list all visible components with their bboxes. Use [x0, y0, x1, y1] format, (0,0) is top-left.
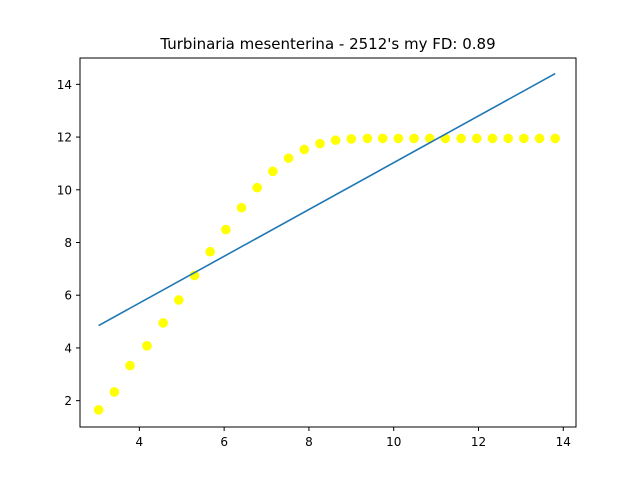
scatter-point — [377, 133, 388, 144]
y-tick-label: 10 — [57, 183, 72, 197]
x-tick-label: 12 — [471, 435, 486, 449]
scatter-point — [315, 138, 325, 149]
scatter-point — [268, 166, 278, 177]
scatter-point — [173, 295, 184, 305]
scatter-point — [221, 224, 231, 235]
y-tick-label: 12 — [57, 131, 72, 145]
x-tick-label: 10 — [386, 435, 401, 449]
fit-line — [98, 72, 556, 327]
scatter-point — [205, 246, 215, 257]
x-tick-label: 6 — [220, 435, 228, 449]
scatter-point — [362, 133, 373, 144]
scatter-point — [393, 133, 404, 144]
chart-title: Turbinaria mesenterina - 2512's my FD: 0… — [159, 35, 495, 53]
scatter-point — [125, 360, 135, 371]
scatter-point — [142, 341, 152, 351]
scatter-point — [409, 133, 419, 144]
scatter-point — [283, 153, 294, 163]
x-tick-label: 14 — [556, 435, 571, 449]
y-tick-label: 4 — [64, 341, 72, 355]
scatter-point — [93, 405, 104, 415]
y-tick-label: 14 — [57, 78, 72, 92]
scatter-point — [252, 182, 262, 193]
scatter-point — [456, 133, 466, 144]
y-tick-label: 2 — [64, 394, 72, 408]
x-axis: 4 6 8 10 12 14 — [136, 427, 571, 449]
scatter-point — [299, 144, 310, 155]
x-tick-label: 4 — [136, 435, 144, 449]
x-tick-label: 8 — [305, 435, 313, 449]
scatter-point — [503, 133, 513, 144]
plot-area — [93, 72, 561, 415]
y-tick-label: 6 — [64, 289, 72, 303]
scatter-point — [236, 202, 247, 213]
y-tick-label: 8 — [64, 236, 72, 250]
scatter-point — [487, 133, 498, 144]
scatter-point — [519, 133, 529, 144]
scatter-point — [346, 134, 357, 144]
y-axis: 2 4 6 8 10 12 14 — [57, 78, 80, 408]
scatter-point — [158, 318, 168, 328]
scatter-point — [472, 133, 482, 144]
scatter-point — [330, 135, 341, 146]
scatter-point — [534, 133, 545, 144]
scatter-point — [189, 270, 200, 281]
scatter-point — [550, 133, 561, 144]
scatter-point — [109, 387, 120, 397]
